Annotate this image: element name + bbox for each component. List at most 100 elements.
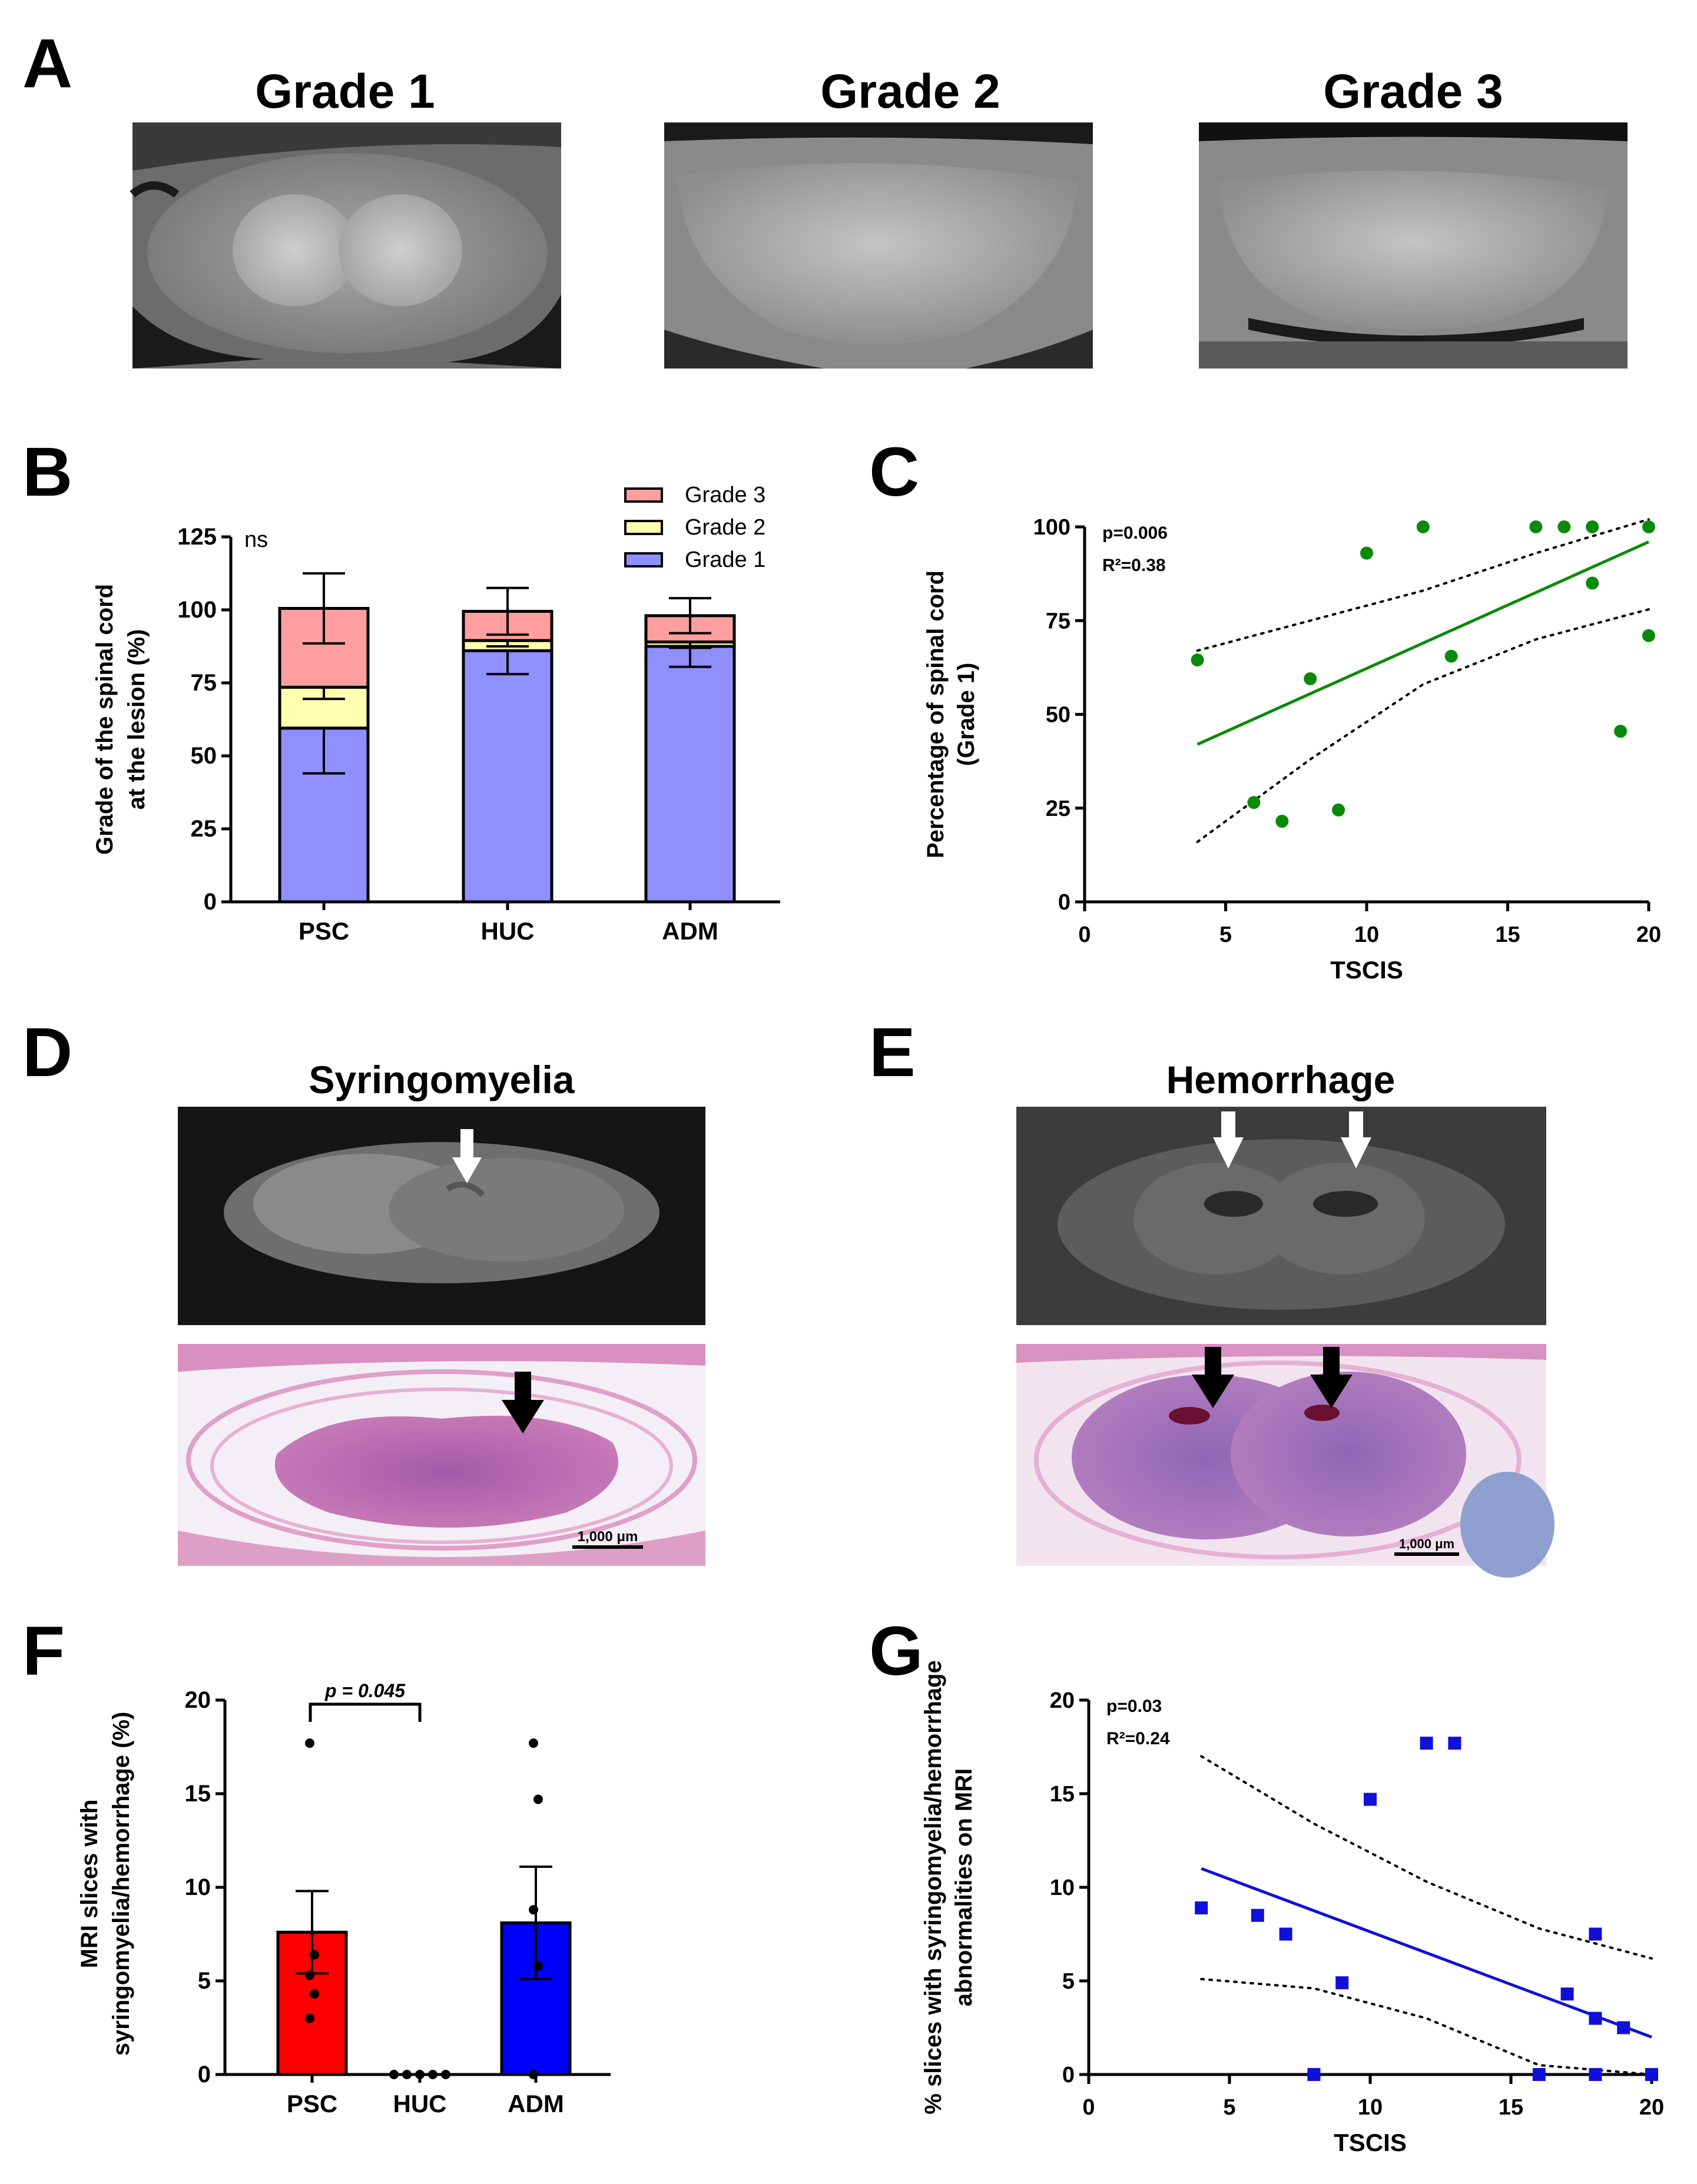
y-tick-label: 75 — [191, 670, 217, 696]
y-tick-label: 50 — [1046, 703, 1070, 728]
y-tick-label: 25 — [191, 816, 217, 842]
data-point — [1557, 520, 1571, 533]
y-tick-label: 15 — [1050, 1782, 1075, 1807]
x-tick-label: 15 — [1495, 922, 1520, 947]
legend-label: Grade 2 — [685, 515, 765, 540]
data-point — [1642, 520, 1655, 533]
y-tick-label: 50 — [191, 743, 217, 769]
grade-2-title: Grade 2 — [820, 65, 1000, 118]
panel-letter-e: E — [869, 1014, 916, 1091]
data-point — [1195, 1901, 1208, 1914]
y-tick-label: 0 — [204, 889, 217, 915]
data-point — [1589, 2012, 1602, 2025]
significance-label: ns — [244, 527, 268, 552]
he-hemorrhage-image — [1016, 1344, 1555, 1578]
data-point — [533, 1961, 543, 1971]
data-point — [1645, 2068, 1658, 2081]
scale-bar-label: 1,000 μm — [578, 1529, 638, 1545]
x-axis-label: TSCIS — [1334, 2129, 1407, 2156]
hemorrhage-title: Hemorrhage — [1166, 1058, 1396, 1101]
data-point — [533, 1794, 543, 1804]
mri-syringomyelia-image — [178, 1107, 705, 1325]
x-tick-label: PSC — [299, 917, 349, 945]
arrow-icon — [1192, 1347, 1234, 1408]
data-point — [305, 2013, 314, 2023]
grade-3-title: Grade 3 — [1323, 65, 1503, 118]
confidence-band-upper — [1196, 518, 1650, 652]
arrow-icon — [452, 1129, 482, 1183]
y-tick-label: 100 — [1033, 515, 1070, 540]
y-axis-label: syringomyelia/hemorrhage (%) — [108, 1712, 134, 2056]
y-tick-label: 0 — [1058, 890, 1070, 915]
y-tick-label: 100 — [177, 597, 217, 623]
y-tick-label: 10 — [185, 1874, 211, 1900]
legend-label: Grade 1 — [685, 547, 765, 572]
panel-d: D Syringomyelia 1,000 μm — [22, 1014, 705, 1566]
data-point — [1364, 1793, 1377, 1806]
data-point — [1532, 2068, 1546, 2081]
syringomyelia-title: Syringomyelia — [309, 1058, 575, 1101]
significance-bracket — [309, 1702, 422, 1722]
data-point — [428, 2070, 437, 2079]
data-point — [1614, 725, 1628, 738]
data-point — [1529, 520, 1543, 533]
panel-letter-g: G — [869, 1612, 923, 1690]
panel-letter-c: C — [869, 433, 919, 511]
x-tick-label: PSC — [287, 2090, 337, 2117]
chart-f: 0 5 10 15 20 MRI slices with syringomyelia/hem… — [77, 1680, 611, 2117]
data-point — [310, 1989, 319, 1999]
data-point — [1335, 1976, 1349, 1990]
confidence-band-lower — [1200, 1977, 1653, 2076]
mri-grade-3-image — [1199, 122, 1628, 369]
panel-letter-d: D — [22, 1014, 72, 1091]
chart-b: 0 25 50 75 100 125 Grade of the spinal cord at … — [92, 483, 780, 945]
x-tick-label: 0 — [1082, 2095, 1095, 2120]
confidence-band-upper — [1200, 1755, 1653, 1960]
y-tick-label: 20 — [1050, 1688, 1075, 1713]
y-tick-label: 15 — [185, 1781, 211, 1807]
bar-segment — [462, 649, 553, 904]
panel-letter-a: A — [22, 25, 72, 102]
data-point — [402, 2070, 412, 2079]
data-point — [305, 1738, 314, 1748]
y-tick-label: 10 — [1050, 1876, 1075, 1900]
stat-p-value: p=0.006 — [1102, 523, 1168, 543]
y-tick-label: 5 — [1062, 1969, 1075, 1994]
y-tick-label: 75 — [1046, 609, 1070, 633]
y-axis-label: Percentage of spinal cord — [923, 570, 949, 858]
arrow-icon — [1213, 1111, 1244, 1169]
y-axis-label: at the lesion (%) — [124, 629, 150, 810]
bar-segment — [644, 645, 736, 904]
data-point — [389, 2070, 399, 2079]
x-tick-label: 20 — [1639, 2095, 1664, 2120]
y-tick-label: 5 — [198, 1968, 211, 1994]
chart-g: 0 5 10 15 20 0 5 10 15 20 TSCIS % slices with syrin… — [920, 1660, 1664, 2156]
data-point — [441, 2070, 450, 2079]
scale-bar-label: 1,000 μm — [1399, 1536, 1454, 1551]
x-tick-label: HUC — [481, 917, 535, 945]
x-tick-label: 15 — [1499, 2095, 1523, 2120]
regression-line — [1196, 540, 1650, 746]
panel-g: G 0 5 10 15 20 0 5 10 15 20 TSCIS % slices with syr… — [869, 1612, 1664, 2156]
data-point — [1251, 1908, 1264, 1922]
data-point — [1444, 649, 1458, 663]
chart-c: 0 25 50 75 100 0 5 10 15 20 TSCIS Percentage of spi… — [923, 515, 1661, 984]
data-point — [1589, 1927, 1602, 1941]
scale-bar: 1,000 μm — [572, 1529, 643, 1549]
mri-grade-1-image — [130, 122, 561, 369]
x-tick-label: 10 — [1358, 2095, 1383, 2120]
stat-r-squared: R²=0.24 — [1106, 1729, 1170, 1748]
y-tick-label: 125 — [177, 524, 217, 550]
data-point — [310, 1950, 319, 1960]
mri-hemorrhage-image — [1016, 1107, 1546, 1325]
panel-letter-b: B — [22, 433, 72, 511]
scale-bar: 1,000 μm — [1394, 1536, 1459, 1556]
stat-p-value: p=0.03 — [1106, 1697, 1162, 1716]
grade-1-title: Grade 1 — [255, 65, 435, 118]
data-point — [1586, 520, 1599, 533]
data-point — [1247, 796, 1261, 809]
he-syringomyelia-image — [178, 1344, 705, 1566]
data-point — [1560, 1987, 1574, 2001]
data-point — [1275, 815, 1289, 828]
